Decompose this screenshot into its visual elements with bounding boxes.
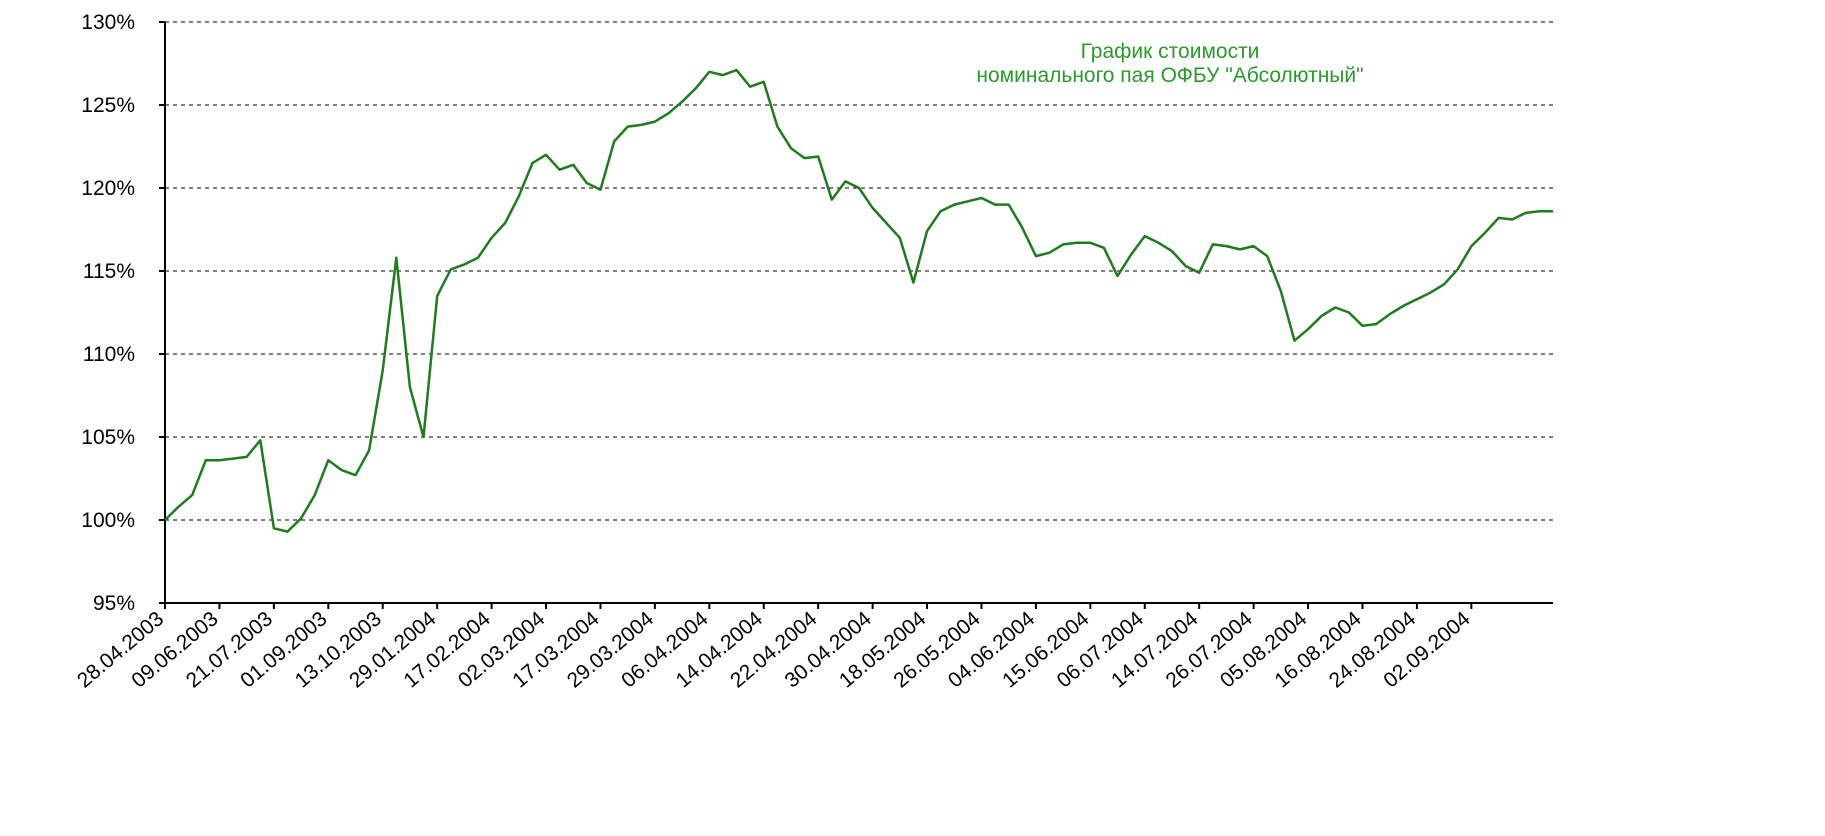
chart-title: номинального пая ОФБУ "Абсолютный" <box>976 64 1363 87</box>
y-tick-label: 115% <box>83 260 135 283</box>
y-tick-label: 120% <box>81 177 135 200</box>
y-tick-label: 100% <box>81 509 135 532</box>
y-tick-label: 125% <box>81 94 135 117</box>
chart-title: График стоимости <box>1081 40 1260 63</box>
y-tick-label: 130% <box>81 11 135 34</box>
y-tick-label: 110% <box>83 343 135 366</box>
line <box>164 68 1553 533</box>
y-tick-label: 95% <box>93 592 135 615</box>
y-tick-label: 105% <box>81 426 135 449</box>
